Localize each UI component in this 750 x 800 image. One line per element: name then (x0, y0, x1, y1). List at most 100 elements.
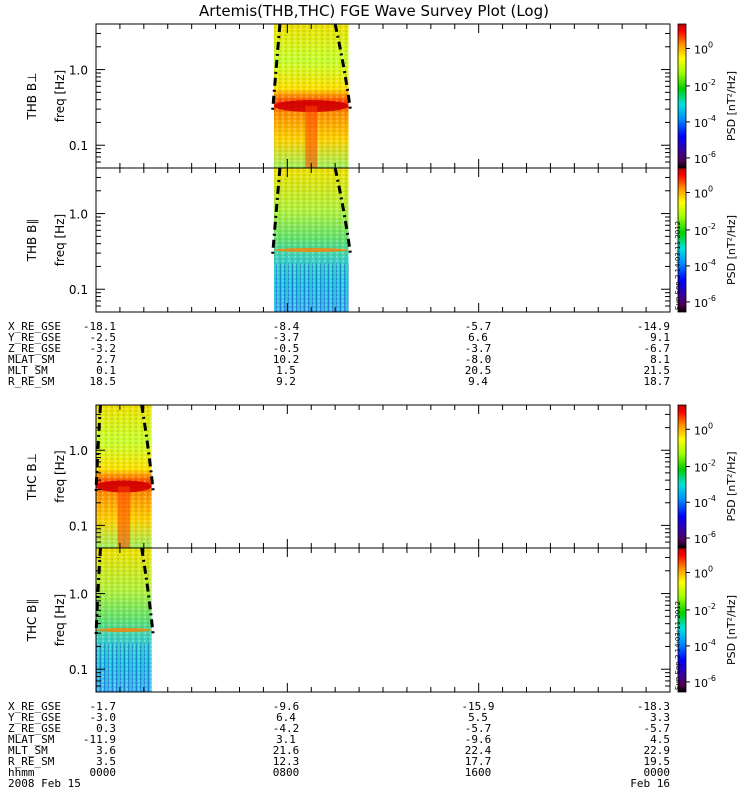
ephemeris-thc-value: -4.2 (273, 722, 300, 735)
colorbar-label: PSD [nT²/Hz] (725, 451, 738, 521)
y-tick-label: 0.1 (69, 139, 88, 153)
ephemeris-thb-value: 10.2 (273, 353, 300, 366)
colorbar-tick-label: 10 (694, 677, 708, 690)
panel-frame (95, 404, 671, 549)
ephemeris-thc-name: R_RE_SM (8, 755, 55, 768)
y-tick-label: 1.0 (69, 208, 88, 222)
colorbar-tick-label: 10 (694, 43, 708, 56)
ephemeris-thb-value: 20.5 (465, 364, 492, 377)
ephemeris-thb-name: MLAT_SM (8, 353, 55, 366)
ephemeris-thc-value: -5.7 (465, 722, 492, 735)
ephemeris-thb-value: -3.7 (273, 331, 300, 344)
colorbar-scale (677, 167, 687, 313)
colorbar-tick-exponent: -2 (708, 458, 716, 467)
peak-band (96, 627, 152, 632)
y-tick-label: 0.1 (69, 519, 88, 533)
panel-label: THB B⊥ (25, 72, 39, 120)
colorbar-tick-label: 10 (694, 605, 708, 618)
y-tick-label: 1.0 (69, 64, 88, 78)
ephemeris-thc-value: 3.1 (276, 733, 296, 746)
ephemeris-thc-value: -9.6 (465, 733, 492, 746)
ephemeris-thc-value: 0.3 (96, 722, 116, 735)
colorbar-tick-label: 10 (694, 297, 708, 310)
ephemeris-thb-name: MLT_SM (8, 364, 48, 377)
ephemeris-thc-value: 21.6 (273, 744, 300, 757)
ephemeris-thb-name: X_RE_GSE (8, 320, 61, 333)
panel-thb-1: 1.0 0.1 THB B∥ freq [Hz] (25, 167, 671, 313)
colorbar-tick-exponent: -2 (708, 222, 716, 231)
colorbar-tick-exponent: -2 (708, 602, 716, 611)
ephemeris-thb-value: -8.0 (465, 353, 492, 366)
panel-thb-0: 1.0 0.1 THB B⊥ freq [Hz] (25, 23, 671, 169)
ephemeris-thb-value: -0.5 (273, 342, 300, 355)
peak-tail (305, 105, 318, 168)
colorbar-tick-label: 10 (694, 461, 708, 474)
ephemeris-thb-value: 8.1 (650, 353, 670, 366)
colorbar-tick-exponent: -4 (708, 258, 716, 267)
ephemeris-hhmm-value: 0000 (644, 766, 671, 779)
ephemeris-thc-value: 17.7 (465, 755, 492, 768)
ephemeris-thc-name: MLAT_SM (8, 733, 55, 746)
colorbar-label: PSD [nT²/Hz] (725, 215, 738, 285)
ephemeris-thb-value: 21.5 (644, 364, 671, 377)
ephemeris-thc-value: -3.0 (90, 711, 117, 724)
ephemeris-hhmm-value: 0000 (90, 766, 117, 779)
colorbar-scale (677, 547, 687, 693)
colorbar-tick-label: 10 (694, 225, 708, 238)
ephemeris-thb-value: -5.7 (465, 320, 492, 333)
ephemeris-thc-name: MLT_SM (8, 744, 48, 757)
ephemeris-thc-value: 12.3 (273, 755, 300, 768)
peak-tail (117, 486, 130, 548)
timestamp-stamp: Sun Sep 2 14:03:11 2012 (674, 221, 682, 310)
colorbar-tick-exponent: -6 (708, 674, 716, 683)
ephemeris-thb-value: -6.7 (644, 342, 671, 355)
ephemeris-thb-name: Y_RE_GSE (8, 331, 61, 344)
dispersion-line-right (140, 404, 155, 494)
ephemeris-thc-name: X_RE_GSE (8, 700, 61, 713)
y-axis-label: freq [Hz] (53, 70, 67, 122)
y-tick-label: 1.0 (69, 444, 88, 458)
ephemeris-thc-value: -1.7 (90, 700, 117, 713)
ephemeris-thb-value: -2.5 (90, 331, 117, 344)
panel-frame (95, 167, 671, 313)
colorbar-tick-label: 10 (694, 117, 708, 130)
colorbar-tick-exponent: -6 (708, 150, 716, 159)
ephemeris-thc-value: -5.7 (644, 722, 671, 735)
peak-band (273, 247, 349, 252)
colorbar-tick-exponent: -2 (708, 78, 716, 87)
panel-frame (95, 547, 671, 693)
ephemeris-thc-name: Z_RE_GSE (8, 722, 61, 735)
colorbar-tick-label: 10 (694, 641, 708, 654)
colorbar-tick-exponent: 0 (708, 564, 713, 573)
y-axis-label: freq [Hz] (53, 594, 67, 646)
colorbar-tick-exponent: -4 (708, 494, 716, 503)
ephemeris-thb-value: 9.2 (276, 375, 296, 388)
ephemeris-thb-value: -3.7 (465, 342, 492, 355)
ephemeris-thb-value: -18.1 (83, 320, 116, 333)
colorbar-tick-label: 10 (694, 187, 708, 200)
ephemeris-thc-value: -18.3 (637, 700, 670, 713)
colorbar-tick-exponent: -4 (708, 638, 716, 647)
spectrogram-low-band (96, 643, 152, 692)
colorbar-tick-exponent: 0 (708, 40, 713, 49)
colorbar-tick-label: 10 (694, 261, 708, 274)
colorbar-tick-exponent: -6 (708, 294, 716, 303)
ephemeris-thc-value: 5.5 (468, 711, 488, 724)
panel-label: THB B∥ (25, 219, 39, 263)
colorbar-label: PSD [nT²/Hz] (725, 71, 738, 141)
colorbar-tick-label: 10 (694, 81, 708, 94)
ephemeris-thc-value: 22.4 (465, 744, 492, 757)
colorbar-tick-label: 10 (694, 424, 708, 437)
colorbar-tick-label: 10 (694, 153, 708, 166)
colorbar-tick-label: 10 (694, 533, 708, 546)
ephemeris-thb-value: 1.5 (276, 364, 296, 377)
ephemeris-thc-value: 6.4 (276, 711, 296, 724)
ephemeris-thb-value: 9.1 (650, 331, 670, 344)
ephemeris-thb-value: 18.5 (90, 375, 117, 388)
ephemeris-thc-value: 22.9 (644, 744, 671, 757)
ephemeris-thc-value: -15.9 (461, 700, 494, 713)
colorbar-tick-exponent: 0 (708, 184, 713, 193)
